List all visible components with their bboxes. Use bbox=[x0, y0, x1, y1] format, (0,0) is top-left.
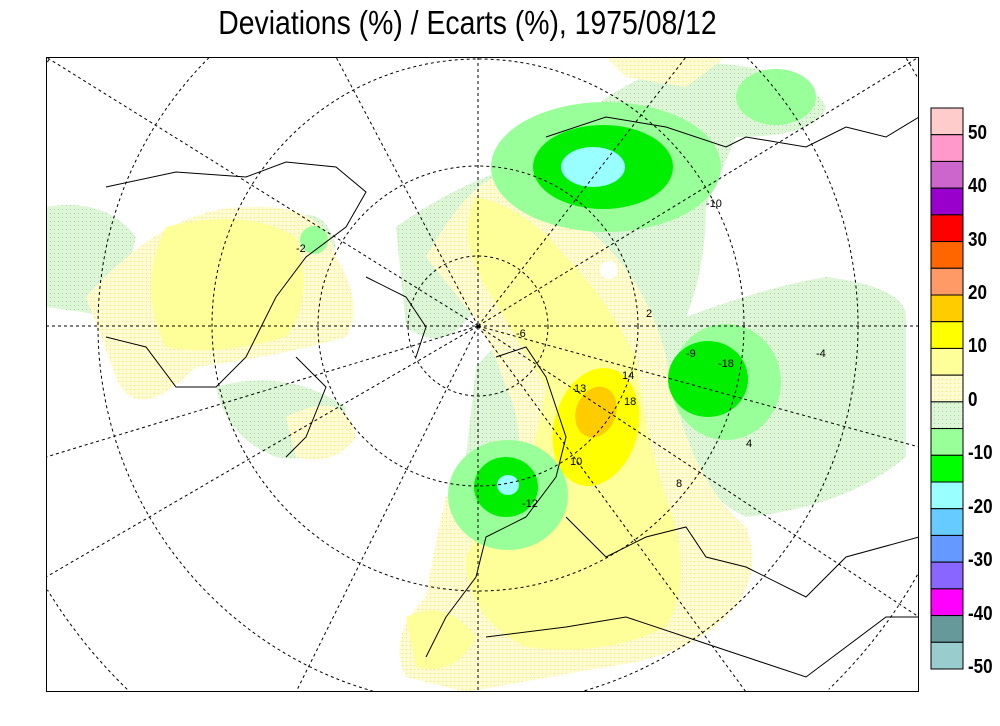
legend-swatch bbox=[930, 481, 964, 510]
svg-text:-10: -10 bbox=[706, 198, 722, 210]
legend-label: -50 bbox=[968, 656, 993, 678]
map-title: Deviations (%) / Ecarts (%), 1975/08/12 bbox=[218, 4, 717, 41]
legend-label: -10 bbox=[968, 442, 993, 465]
legend-label: -20 bbox=[968, 495, 993, 518]
legend-swatch bbox=[930, 241, 964, 269]
svg-text:-2: -2 bbox=[296, 243, 306, 255]
svg-text:-4: -4 bbox=[816, 348, 826, 360]
legend-swatch bbox=[930, 508, 964, 536]
legend-swatch bbox=[930, 401, 964, 430]
legend-label: -30 bbox=[968, 549, 993, 572]
graticule bbox=[46, 57, 919, 692]
svg-text:-9: -9 bbox=[686, 348, 696, 360]
legend-swatch bbox=[930, 534, 964, 563]
legend-label: 30 bbox=[968, 228, 987, 251]
legend-swatch bbox=[930, 374, 964, 403]
polar-map: -2 2 -6 13 14 18 -18 -12 -10 -4 -9 10 8 … bbox=[46, 57, 919, 692]
legend-swatch bbox=[930, 187, 964, 216]
svg-text:14: 14 bbox=[622, 370, 634, 382]
legend-label: 50 bbox=[968, 121, 987, 144]
svg-text:4: 4 bbox=[746, 438, 752, 450]
legend-swatch bbox=[930, 214, 964, 243]
legend-swatch bbox=[930, 134, 964, 162]
contour-labels: -2 2 -6 13 14 18 -18 -12 -10 -4 -9 10 8 … bbox=[296, 198, 826, 510]
legend-swatch bbox=[930, 321, 964, 349]
legend-swatch bbox=[930, 428, 964, 456]
svg-text:-18: -18 bbox=[718, 358, 734, 370]
legend-swatch bbox=[930, 347, 964, 376]
legend-swatch bbox=[930, 641, 964, 670]
legend-swatch bbox=[930, 107, 964, 136]
svg-text:13: 13 bbox=[574, 383, 586, 395]
legend-swatch bbox=[930, 615, 964, 643]
legend-label: 40 bbox=[968, 175, 987, 198]
color-legend bbox=[930, 107, 964, 670]
legend-label: 0 bbox=[968, 388, 978, 411]
svg-text:18: 18 bbox=[624, 396, 636, 408]
deviation-20-30 bbox=[575, 386, 617, 438]
legend-swatch bbox=[930, 588, 964, 617]
svg-text:2: 2 bbox=[646, 308, 652, 320]
legend-swatch bbox=[930, 294, 964, 323]
coastlines bbox=[105, 116, 919, 678]
latitude-circle bbox=[46, 58, 918, 690]
svg-text:8: 8 bbox=[676, 478, 682, 490]
latitude-circle bbox=[97, 57, 859, 692]
svg-text:10: 10 bbox=[570, 456, 582, 468]
legend-swatch bbox=[930, 267, 964, 296]
legend-swatch bbox=[930, 454, 964, 483]
legend-swatch bbox=[930, 561, 964, 590]
deviation-minus30-minus20 bbox=[497, 147, 625, 495]
legend-label: 10 bbox=[968, 335, 987, 358]
svg-text:-12: -12 bbox=[522, 498, 538, 510]
svg-text:-6: -6 bbox=[516, 328, 526, 340]
legend-label: 20 bbox=[968, 282, 987, 304]
legend-label: -40 bbox=[968, 602, 993, 625]
legend-swatch bbox=[930, 160, 964, 189]
